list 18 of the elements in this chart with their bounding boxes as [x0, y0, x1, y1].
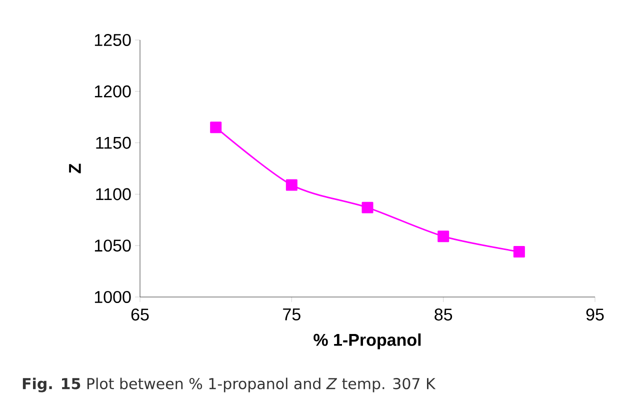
x-axis-title: % 1-Propanol: [314, 333, 421, 350]
y-tick-label: 1100: [96, 188, 131, 200]
y-tick-label: 1250: [94, 34, 131, 46]
point: [286, 179, 298, 191]
point: [210, 122, 222, 134]
y-tick-label: 1200: [94, 85, 131, 98]
y-tick-label: 1050: [94, 240, 131, 252]
text: Fig. 15 Plot between % 1-propanol and Z temp. 307 K: [22, 378, 436, 392]
point: [362, 202, 374, 214]
x-tick-label: 95: [586, 308, 604, 321]
y-tick-label: 1000: [94, 290, 131, 304]
y-axis-title: Z: [69, 164, 81, 174]
y-tick-label: 1150: [96, 136, 131, 149]
point: [513, 246, 525, 258]
x-tick-label: 65: [131, 308, 149, 321]
x-tick-label: 75: [283, 308, 300, 320]
x-tick-label: 85: [434, 308, 452, 321]
point: [438, 230, 450, 242]
